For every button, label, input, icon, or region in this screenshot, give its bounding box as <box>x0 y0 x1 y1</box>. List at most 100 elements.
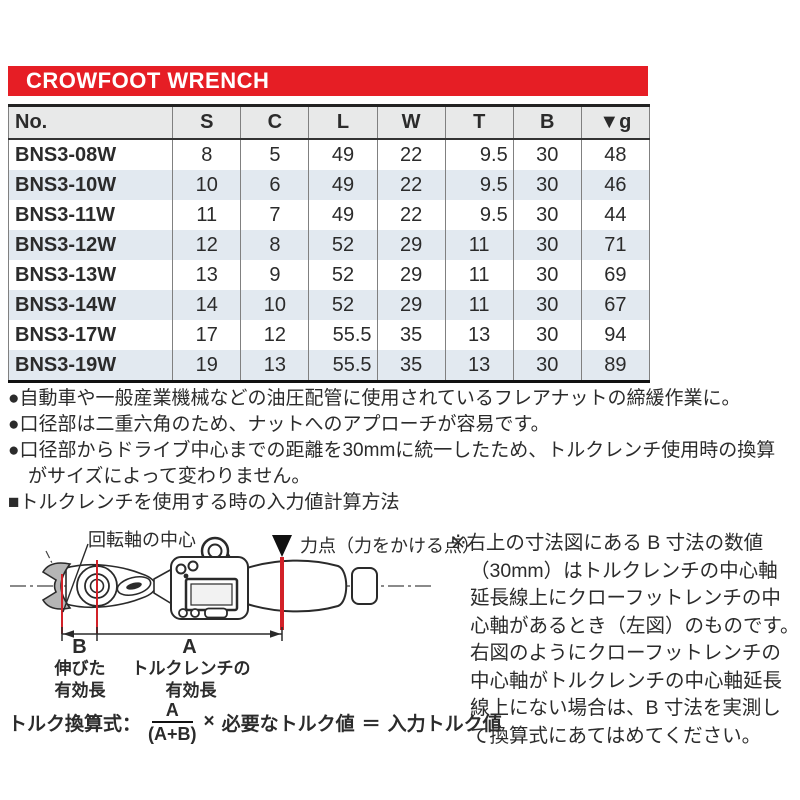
spec-value: 49 <box>308 139 378 170</box>
spec-value: 6 <box>240 170 309 200</box>
spec-value: 8 <box>240 230 309 260</box>
jaw-axis-dash <box>45 550 60 578</box>
spec-value: 8 <box>172 139 241 170</box>
spec-value: 67 <box>580 290 650 320</box>
spec-value: 89 <box>580 350 650 382</box>
spec-value: 48 <box>580 139 650 170</box>
formula-numerator: A <box>151 700 193 723</box>
torque-wrench-illustration <box>10 535 434 641</box>
spec-value: 22 <box>376 139 446 170</box>
column-header: ▼g <box>580 105 650 140</box>
spec-value: 94 <box>580 320 650 350</box>
spec-value: 55.5 <box>308 350 378 382</box>
spec-value: 11 <box>444 230 514 260</box>
wrench-handle-end <box>351 567 378 605</box>
spec-value: 30 <box>512 170 582 200</box>
dimension-b-label: B <box>72 636 87 658</box>
column-header: B <box>512 105 582 140</box>
spec-table-header-row: No. S C L W T B ▼g <box>8 105 650 140</box>
spec-value: 11 <box>444 290 514 320</box>
body-dot <box>183 573 189 579</box>
wrench-neck <box>153 567 173 606</box>
spec-value: 52 <box>308 230 378 260</box>
column-header: L <box>308 105 378 140</box>
spec-value: 9.5 <box>444 170 514 200</box>
spec-value: 44 <box>580 200 650 230</box>
spec-value: 69 <box>580 260 650 290</box>
dimension-a-label: A <box>182 636 197 658</box>
spec-value: 9.5 <box>444 200 514 230</box>
body-button <box>178 608 188 618</box>
formula-required-torque: 必要なトルク値 <box>221 713 355 735</box>
spec-value: 29 <box>376 290 446 320</box>
section-title-bar: CROWFOOT WRENCH <box>8 66 648 96</box>
formula-fraction: A (A+B) <box>148 700 197 744</box>
table-row: BNS3-14W 14 10 52 29 11 30 67 <box>8 290 650 320</box>
model-number: BNS3-08W <box>15 143 117 166</box>
spec-value: 22 <box>376 170 446 200</box>
body-button <box>187 560 199 572</box>
feature-item: ●口径部は二重六角のため、ナットへのアプローチが容易です。 <box>8 414 550 435</box>
spec-table-body: BNS3-08W 8 5 49 22 9.5 30 48 BNS3-10W 10 6 49 22 9.5 3… <box>8 139 650 382</box>
section-title: CROWFOOT WRENCH <box>26 68 270 93</box>
spec-value: 10 <box>240 290 309 320</box>
torque-formula: トルク換算式： A (A+B) × 必要なトルク値 ＝ 入力トルク値 <box>8 700 502 744</box>
body-button-wide <box>204 607 228 619</box>
table-row: BNS3-12W 12 8 52 29 11 30 71 <box>8 230 650 260</box>
spec-value: 30 <box>512 200 582 230</box>
dimension-arrow-right <box>270 630 281 638</box>
table-row: BNS3-11W 11 7 49 22 9.5 30 44 <box>9 200 650 230</box>
spec-value: 55.5 <box>308 320 378 350</box>
force-point-label: 力点（力をかける点） <box>300 536 480 556</box>
spec-value: 9.5 <box>444 139 514 170</box>
spec-value: 30 <box>512 230 582 260</box>
spec-value: 17 <box>172 320 241 350</box>
body-button <box>190 608 200 618</box>
spec-value: 14 <box>172 290 241 320</box>
model-number: BNS3-17W <box>15 323 117 346</box>
model-number: BNS3-19W <box>15 353 117 376</box>
body-button <box>175 563 187 575</box>
spec-value: 29 <box>376 260 446 290</box>
spec-value: 11 <box>444 260 514 290</box>
spec-value: 49 <box>308 170 378 200</box>
spec-value: 10 <box>172 170 241 200</box>
force-point-marker <box>272 535 292 557</box>
rotation-label-pointer <box>62 543 89 613</box>
spec-value: 30 <box>512 260 582 290</box>
spec-value: 35 <box>376 320 446 350</box>
spec-value: 13 <box>444 350 514 382</box>
spec-value: 13 <box>240 350 309 382</box>
table-row: BNS3-10W 10 6 49 22 9.5 30 46 <box>8 170 650 200</box>
torque-diagram: 回転軸の中心 力点（力をかける点） B A 伸びた 有効長 トルクレンチの 有効… <box>8 524 502 760</box>
model-number: BNS3-12W <box>15 233 117 256</box>
spec-value: 19 <box>172 350 241 382</box>
table-row: BNS3-13W 13 9 52 29 11 30 69 <box>9 260 650 290</box>
table-row: BNS3-17W 17 12 55.5 35 13 30 94 <box>9 320 650 350</box>
rotation-center-label: 回転軸の中心 <box>88 530 196 550</box>
spec-value: 30 <box>512 290 582 320</box>
formula-result: 入力トルク値 <box>387 713 502 735</box>
dimension-a-caption: トルクレンチの 有効長 <box>131 659 251 700</box>
spec-value: 29 <box>376 230 446 260</box>
wrench-handle <box>246 559 348 613</box>
spec-value: 30 <box>512 320 582 350</box>
formula-multiply-sign: × <box>203 711 215 732</box>
spec-value: 5 <box>240 139 309 170</box>
feature-item: ●自動車や一般産業機械などの油圧配管に使用されているフレアナットの締緩作業に。 <box>8 388 741 409</box>
spec-value: 12 <box>240 320 309 350</box>
spec-value: 35 <box>376 350 446 382</box>
spec-value: 13 <box>172 260 241 290</box>
drive-head-slot <box>126 582 142 590</box>
spec-value: 46 <box>580 170 650 200</box>
spec-value: 9 <box>240 260 309 290</box>
model-number: BNS3-10W <box>15 173 117 196</box>
column-header: S <box>172 105 241 140</box>
table-row: BNS3-08W 8 5 49 22 9.5 30 48 <box>9 139 650 170</box>
spec-value: 12 <box>172 230 241 260</box>
feature-item: ●口径部からドライブ中心までの距離を30mmに統一したため、トルクレンチ使用時の… <box>8 440 776 487</box>
note-paragraph: ※右上の寸法図にある B 寸法の数値 （30mm）はトルクレンチの中心軸 延長線… <box>450 532 800 747</box>
formula-denominator: (A+B) <box>148 724 197 744</box>
column-header: T <box>444 105 514 140</box>
spec-value: 52 <box>308 290 378 320</box>
